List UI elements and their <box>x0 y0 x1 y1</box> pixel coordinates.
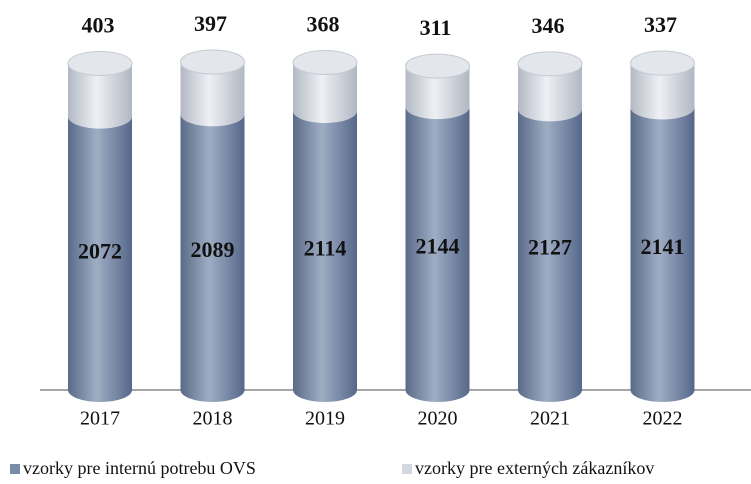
total-label: 346 <box>532 13 565 38</box>
legend-label: vzorky pre internú potrebu OVS <box>23 458 256 478</box>
cylinder-segment <box>68 116 132 403</box>
cylinder-top <box>180 49 245 75</box>
total-label: 337 <box>644 12 677 37</box>
cylinder-segment <box>518 109 582 402</box>
segment-label: 2072 <box>78 238 122 263</box>
x-tick-label: 2022 <box>643 408 683 430</box>
legend-swatch <box>10 464 20 474</box>
total-label: 397 <box>194 11 227 36</box>
cylinder-segment <box>405 66 470 120</box>
total-label: 311 <box>420 15 452 40</box>
cylinder-top <box>405 53 470 79</box>
segment-label: 2089 <box>191 237 235 262</box>
cylinder-segment <box>68 63 132 129</box>
cylinder-top <box>292 50 358 76</box>
legend-swatch <box>402 464 412 474</box>
cylinder-segment <box>405 107 470 402</box>
total-label: 403 <box>82 12 115 37</box>
cylinder-segment <box>293 111 357 403</box>
x-tick-label: 2020 <box>418 408 458 430</box>
cylinder-top <box>67 50 133 76</box>
cylinder-segment <box>293 62 357 124</box>
x-tick-label: 2018 <box>193 408 233 430</box>
cylinder-segment <box>180 62 245 127</box>
legend-label: vzorky pre externých zákazníkov <box>415 458 654 478</box>
segment-label: 2144 <box>416 234 460 259</box>
x-tick-label: 2017 <box>80 408 120 430</box>
segment-label: 2127 <box>528 235 572 260</box>
cylinder-segment <box>180 114 245 402</box>
cylinder-segment <box>630 107 695 402</box>
cylinder-segment <box>518 63 582 122</box>
cylinder-segment <box>630 63 695 120</box>
x-tick-label: 2021 <box>530 408 570 430</box>
segment-label: 2141 <box>641 234 685 259</box>
cylinder-top <box>517 51 583 77</box>
total-label: 368 <box>307 12 340 37</box>
cylinder-top <box>630 50 695 76</box>
segment-label: 2114 <box>304 236 347 261</box>
x-tick-label: 2019 <box>305 408 345 430</box>
